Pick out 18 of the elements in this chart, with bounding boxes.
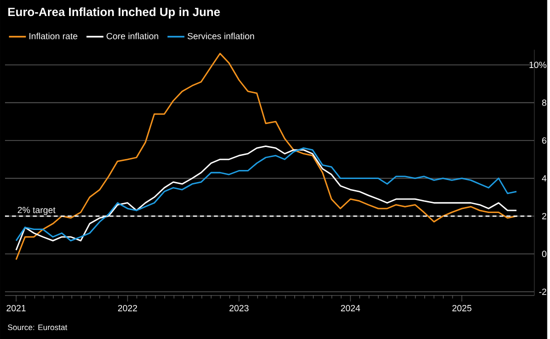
y-tick-label: 2: [542, 212, 546, 220]
ref-line-label: 2% target: [18, 206, 56, 215]
x-tick-label: 2022: [118, 304, 138, 312]
legend-label: Inflation rate: [29, 32, 78, 40]
y-tick-label: 10%: [530, 62, 546, 68]
chart-title: Euro-Area Inflation Inched Up in June: [8, 7, 220, 18]
x-tick-label: 2023: [230, 304, 249, 312]
y-tick-label: 0: [542, 250, 546, 257]
y-tick-label: 8: [542, 99, 546, 106]
x-tick-label: 2025: [452, 304, 472, 312]
y-tick-label: -2: [539, 288, 546, 295]
y-tick-label: 6: [542, 137, 546, 144]
x-tick-label: 2021: [6, 304, 26, 312]
line-series: [15, 52, 518, 260]
x-tick-label: 2024: [340, 304, 360, 312]
legend-label: Core inflation: [106, 32, 158, 40]
y-tick-label: 4: [542, 175, 546, 182]
legend-label: Services inflation: [188, 32, 254, 40]
